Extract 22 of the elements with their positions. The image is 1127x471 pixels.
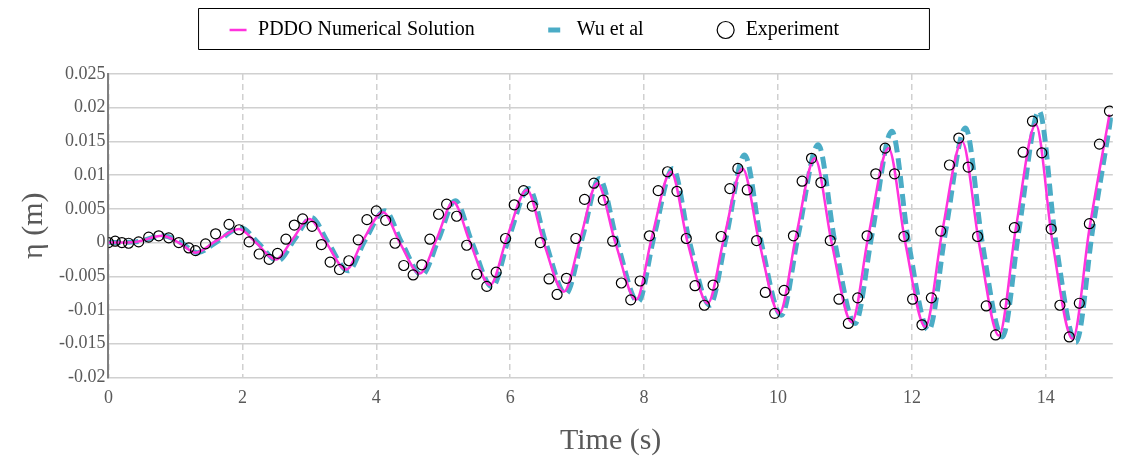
y-tick-label: -0.005 <box>58 265 106 285</box>
x-tick-label: 12 <box>902 386 921 407</box>
legend-label: PDDO Numerical Solution <box>258 17 535 40</box>
legend-label: Wu et al <box>576 17 704 40</box>
y-tick-label: 0.015 <box>64 130 106 151</box>
x-axis-title: Time (s) <box>559 421 662 456</box>
y-tick-label: 0.01 <box>73 163 106 184</box>
x-tick-label: 4 <box>371 386 381 407</box>
y-tick-label: 0.02 <box>73 96 106 117</box>
x-tick-label: 6 <box>505 386 515 407</box>
x-tick-label: 8 <box>639 386 649 407</box>
y-tick-label: -0.01 <box>67 298 106 319</box>
y-tick-label: 0 <box>96 231 106 252</box>
x-tick-label: 10 <box>769 386 788 407</box>
legend-label: Experiment <box>745 17 899 41</box>
y-axis-title: η (m) <box>14 192 49 259</box>
x-tick-label: 2 <box>237 386 247 407</box>
y-tick-label: 0.005 <box>64 197 106 218</box>
y-tick-label: -0.02 <box>67 366 106 387</box>
x-tick-label: 14 <box>1036 386 1055 407</box>
y-tick-label: -0.015 <box>58 332 106 353</box>
y-tick-label: 0.025 <box>64 62 106 83</box>
